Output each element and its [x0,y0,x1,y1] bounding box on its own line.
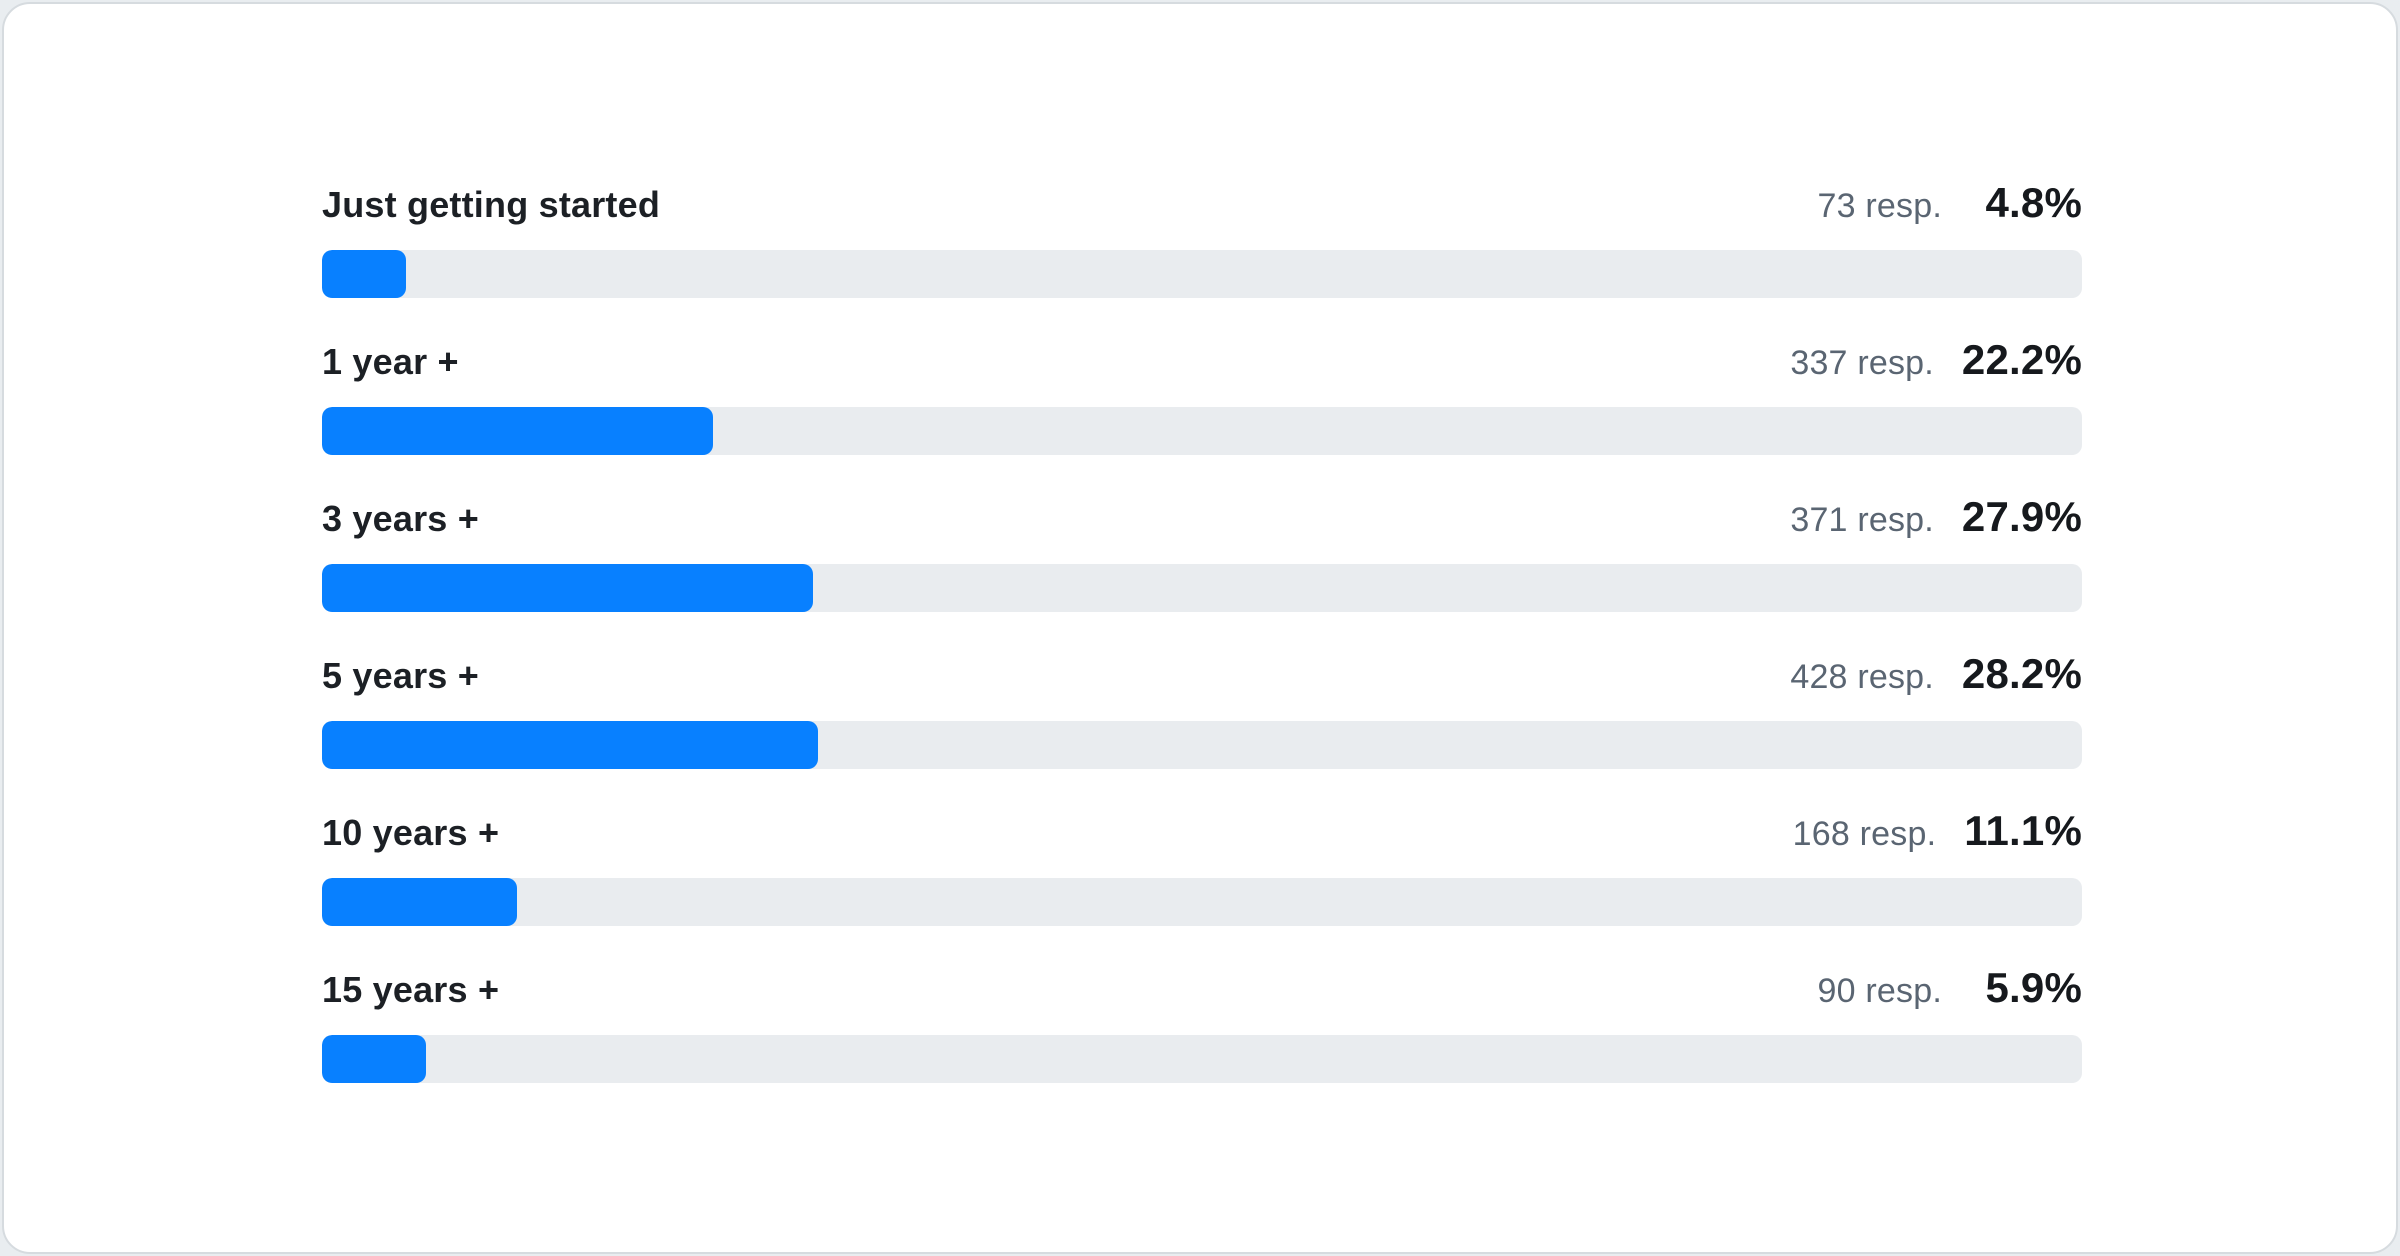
survey-option-row: Just getting started 73 resp. 4.8% [322,180,2082,298]
bar-fill [322,878,518,926]
row-header: 10 years + 168 resp. 11.1% [322,808,2082,854]
row-values: 337 resp. 22.2% [1790,337,2082,386]
percent-value: 27.9% [1961,493,2082,540]
bar-track [322,250,2082,298]
percent-value: 11.1% [1964,807,2082,854]
row-values: 73 resp. 4.8% [1818,180,2082,229]
bar-track [322,878,2082,926]
bar-fill [322,1035,426,1083]
bar-fill [322,407,713,455]
survey-option-row: 5 years + 428 resp. 28.2% [322,651,2082,769]
row-header: 3 years + 371 resp. 27.9% [322,494,2082,540]
bar-track [322,407,2082,455]
percent-value: 22.2% [1961,336,2082,383]
option-label: 10 years + [322,812,500,853]
row-values: 428 resp. 28.2% [1790,651,2082,700]
bar-track [322,1035,2082,1083]
row-values: 371 resp. 27.9% [1790,494,2082,543]
option-label: Just getting started [322,184,661,225]
response-count: 90 resp. [1817,972,1942,1010]
response-count: 428 resp. [1790,658,1934,696]
row-header: 15 years + 90 resp. 5.9% [322,965,2082,1011]
survey-option-row: 3 years + 371 resp. 27.9% [322,494,2082,612]
survey-option-row: 15 years + 90 resp. 5.9% [322,965,2082,1083]
row-header: Just getting started 73 resp. 4.8% [322,180,2082,226]
row-values: 168 resp. 11.1% [1793,808,2082,857]
response-count: 371 resp. [1790,501,1934,539]
response-count: 337 resp. [1790,344,1934,382]
percent-value: 4.8% [1985,179,2082,226]
survey-option-row: 10 years + 168 resp. 11.1% [322,808,2082,926]
row-values: 90 resp. 5.9% [1818,965,2082,1014]
option-label: 1 year + [322,341,459,382]
option-label: 15 years + [322,969,500,1010]
response-count: 168 resp. [1792,815,1937,853]
percent-value: 5.9% [1985,964,2082,1011]
response-count: 73 resp. [1817,187,1942,225]
survey-results-list: Just getting started 73 resp. 4.8% 1 yea… [4,4,2396,1083]
bar-track [322,564,2082,612]
bar-fill [322,564,814,612]
row-header: 1 year + 337 resp. 22.2% [322,337,2082,383]
option-label: 3 years + [322,498,479,539]
percent-value: 28.2% [1961,650,2082,697]
row-header: 5 years + 428 resp. 28.2% [322,651,2082,697]
bar-fill [322,250,407,298]
survey-option-row: 1 year + 337 resp. 22.2% [322,337,2082,455]
bar-fill [322,721,819,769]
bar-track [322,721,2082,769]
option-label: 5 years + [322,655,479,696]
